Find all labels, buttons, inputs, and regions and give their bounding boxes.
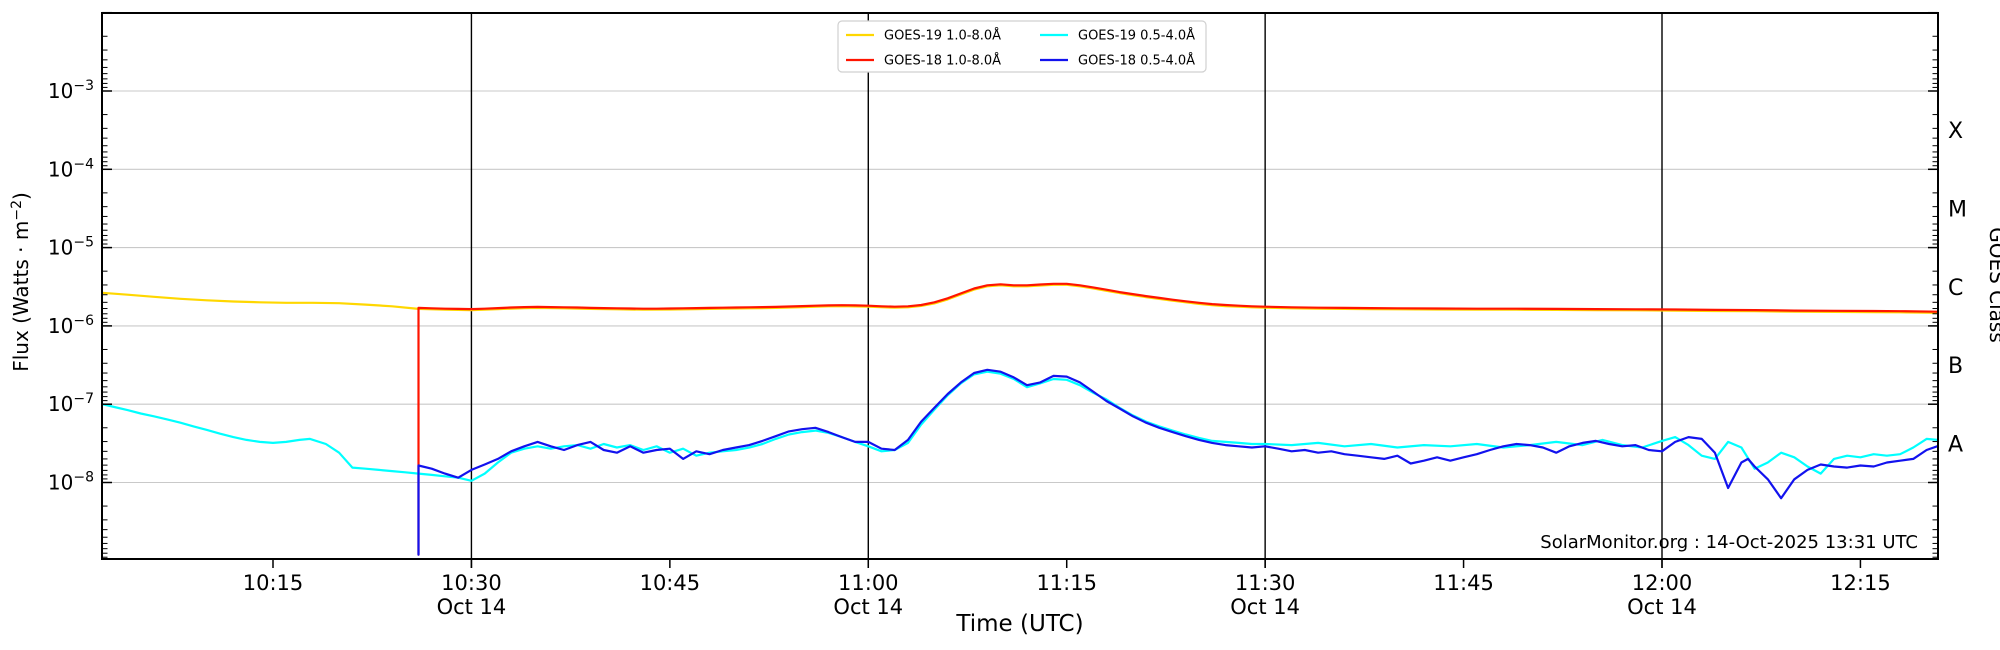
- x-tick-label: 10:30: [441, 571, 502, 595]
- goes-class-letter-a: A: [1948, 432, 1963, 457]
- axes-spines: [101, 12, 1939, 560]
- y-tick-label: 10−4: [48, 156, 94, 181]
- y-tick-label: 10−6: [48, 313, 94, 338]
- series-goes-18-0-5-4-0-: [417, 368, 1939, 556]
- y-tick-label: 10−5: [48, 235, 94, 260]
- goes-class-letter-m: M: [1948, 197, 1967, 222]
- legend-label: GOES-18 0.5-4.0Å: [1078, 53, 1195, 69]
- axis-ticks: [102, 11, 1938, 568]
- y-axis-title-left: Flux (Watts · m−2): [9, 192, 33, 372]
- x-tick-date-label: Oct 14: [833, 595, 903, 619]
- flux-curves: [101, 282, 1939, 556]
- x-tick-label: 11:15: [1036, 571, 1097, 595]
- gridlines: [102, 90, 1938, 484]
- plot-border: [101, 12, 1939, 560]
- x-tick-date-label: Oct 14: [437, 595, 507, 619]
- y-tick-label: 10−7: [48, 391, 94, 416]
- goes-class-letter-b: B: [1948, 354, 1963, 379]
- y-axis-title-superscript: −2: [9, 200, 25, 221]
- y-tick-label: 10−3: [48, 78, 94, 103]
- legend-box: [837, 20, 1207, 73]
- x-tick-label: 10:15: [243, 571, 304, 595]
- watermark-text: SolarMonitor.org : 14-Oct-2025 13:31 UTC: [1540, 532, 1918, 553]
- x-tick-date-label: Oct 14: [1627, 595, 1697, 619]
- y-tick-label: 10−8: [48, 470, 94, 495]
- x-tick-label: 11:45: [1433, 571, 1494, 595]
- x-tick-label: 12:00: [1632, 571, 1693, 595]
- x-tick-label: 10:45: [640, 571, 701, 595]
- series-goes-18-1-0-8-0-: [417, 282, 1939, 556]
- legend-label: GOES-18 1.0-8.0Å: [884, 53, 1001, 69]
- x-axis-title: Time (UTC): [955, 611, 1083, 637]
- goes-class-letter-c: C: [1948, 276, 1963, 301]
- legend: GOES-19 1.0-8.0Å GOES-18 1.0-8.0Å GOES-19 …: [837, 20, 1207, 73]
- goes-class-letter-x: X: [1948, 119, 1963, 144]
- x-tick-label: 11:00: [838, 571, 899, 595]
- series-goes-19-0-5-4-0-: [101, 370, 1939, 482]
- x-tick-label: 11:30: [1235, 571, 1296, 595]
- y-axis-title-right: GOES Class: [1985, 227, 2000, 343]
- x-tick-label: 12:15: [1830, 571, 1891, 595]
- legend-label: GOES-19 1.0-8.0Å: [884, 28, 1001, 44]
- goes-class-letters: X M C B A: [1948, 119, 1967, 457]
- legend-label: GOES-19 0.5-4.0Å: [1078, 28, 1195, 44]
- event-lines: [470, 13, 1663, 568]
- x-tick-date-label: Oct 14: [1230, 595, 1300, 619]
